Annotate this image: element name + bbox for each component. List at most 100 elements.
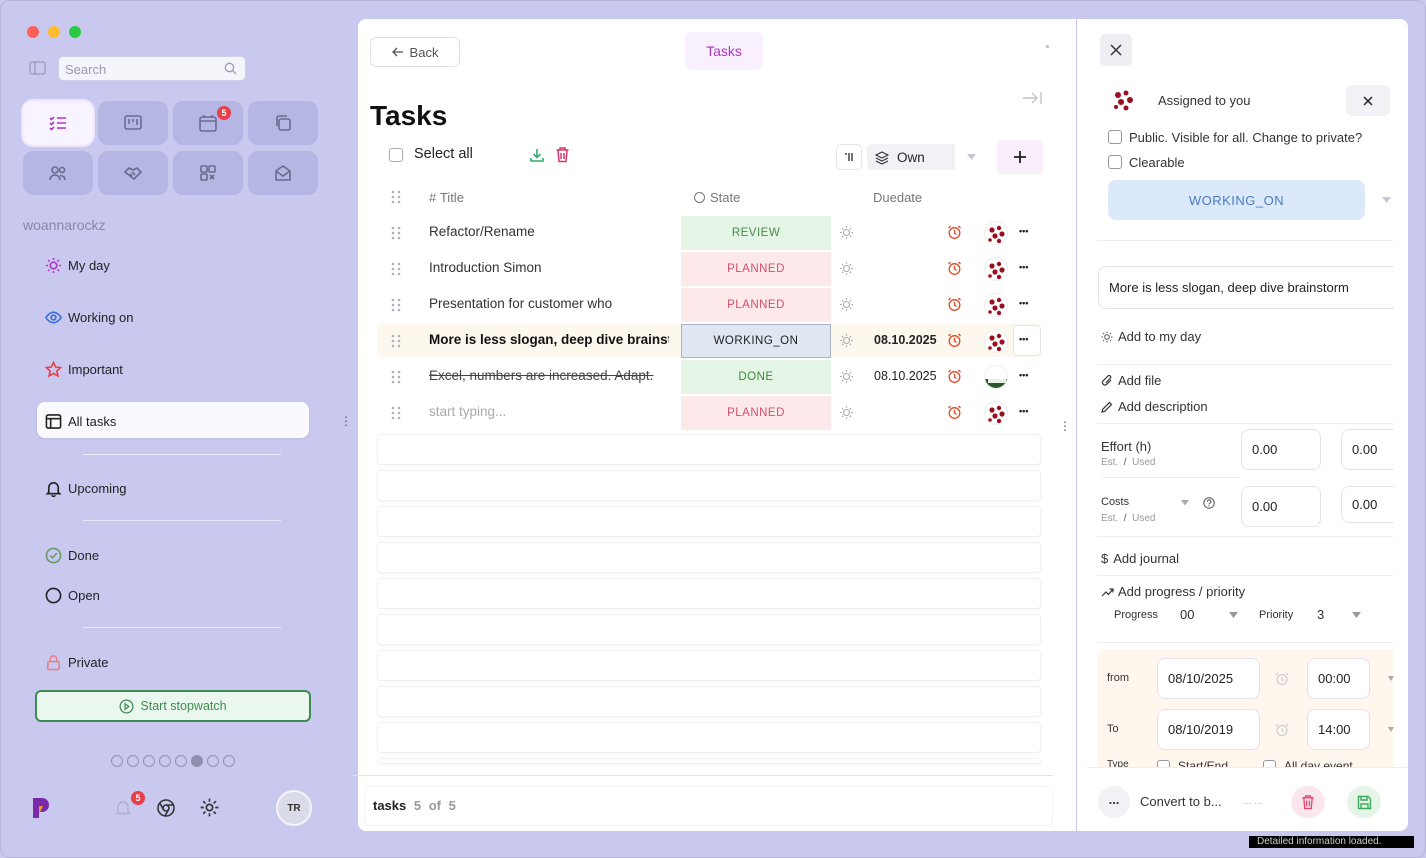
- chevron-down-icon[interactable]: [1382, 197, 1391, 204]
- more-options-button[interactable]: ...: [1098, 786, 1130, 818]
- browser-icon[interactable]: [156, 798, 176, 818]
- page-dot[interactable]: [223, 755, 235, 767]
- my-day-sun-icon[interactable]: [839, 261, 854, 276]
- assignee-avatar[interactable]: [984, 401, 1008, 425]
- help-circle-icon[interactable]: [1203, 497, 1215, 509]
- task-title-cell[interactable]: More is less slogan, deep dive brainstor…: [429, 332, 669, 347]
- my-day-sun-icon[interactable]: [839, 225, 854, 240]
- page-dot[interactable]: [127, 755, 139, 767]
- user-avatar[interactable]: TR: [276, 790, 312, 826]
- page-dot[interactable]: [175, 755, 187, 767]
- add-progress-button[interactable]: Add progress / priority: [1101, 584, 1245, 599]
- row-more-options-icon[interactable]: •••: [1019, 262, 1029, 272]
- alarm-clock-icon[interactable]: [1275, 723, 1289, 737]
- row-more-options-icon[interactable]: •••: [1019, 298, 1029, 308]
- nav-all-tasks-highlight[interactable]: [37, 402, 309, 438]
- filter-dropdown[interactable]: Own: [867, 144, 987, 170]
- inbox-view-button[interactable]: [248, 151, 318, 195]
- my-day-sun-icon[interactable]: [839, 369, 854, 384]
- task-state-badge[interactable]: PLANNED: [681, 252, 831, 286]
- assignee-avatar[interactable]: [984, 293, 1008, 317]
- tab-tasks[interactable]: Tasks: [685, 32, 763, 70]
- chevron-down-icon[interactable]: [1388, 676, 1394, 682]
- alarm-clock-icon[interactable]: [947, 297, 962, 312]
- task-title-cell[interactable]: Refactor/Rename: [429, 224, 535, 239]
- add-journal-button[interactable]: $ Add journal: [1101, 551, 1179, 566]
- minimize-window-button[interactable]: [48, 26, 60, 38]
- delete-task-button[interactable]: [1291, 786, 1325, 818]
- my-day-sun-icon[interactable]: [839, 297, 854, 312]
- task-state-badge[interactable]: PLANNED: [681, 288, 831, 322]
- to-date-input[interactable]: 08/10/2019: [1157, 709, 1260, 750]
- add-to-my-day-button[interactable]: Add to my day: [1101, 329, 1201, 344]
- row-more-options-button[interactable]: [1013, 325, 1041, 356]
- drag-handle-icon[interactable]: [390, 334, 402, 348]
- page-dot[interactable]: [143, 755, 155, 767]
- copy-view-button[interactable]: [248, 101, 318, 145]
- chevron-down-icon[interactable]: [1229, 612, 1238, 619]
- row-more-options-icon[interactable]: •••: [1019, 334, 1029, 344]
- alarm-clock-icon[interactable]: [947, 225, 962, 240]
- column-duedate-header[interactable]: Duedate: [873, 190, 923, 205]
- convert-to-button[interactable]: Convert to b...: [1140, 794, 1222, 809]
- start-end-checkbox[interactable]: [1157, 760, 1170, 767]
- from-date-input[interactable]: 08/10/2025: [1157, 658, 1260, 699]
- column-toggle-button[interactable]: [836, 144, 862, 170]
- priority-select[interactable]: 3: [1317, 607, 1325, 622]
- nav-upcoming[interactable]: Upcoming: [45, 478, 127, 498]
- drag-handle-icon[interactable]: [390, 298, 402, 312]
- clearable-checkbox[interactable]: [1108, 155, 1122, 169]
- task-duedate[interactable]: 08.10.2025: [874, 333, 937, 347]
- nav-working-on[interactable]: Working on: [45, 307, 134, 327]
- notifications-icon[interactable]: [113, 798, 133, 818]
- download-icon[interactable]: [529, 147, 545, 163]
- drag-handle-icon[interactable]: [390, 262, 402, 276]
- search-input[interactable]: Search: [58, 56, 246, 81]
- assignee-avatar[interactable]: [984, 257, 1008, 281]
- to-time-input[interactable]: 14:00: [1307, 709, 1370, 750]
- deals-view-button[interactable]: [98, 151, 168, 195]
- nav-all-tasks[interactable]: All tasks: [45, 411, 116, 431]
- add-file-button[interactable]: Add file: [1101, 373, 1161, 388]
- task-state-badge[interactable]: WORKING_ON: [681, 324, 831, 358]
- row-more-options-icon[interactable]: •••: [1019, 226, 1029, 236]
- back-button[interactable]: Back: [370, 37, 460, 67]
- assignee-avatar[interactable]: [984, 221, 1008, 245]
- detail-resize-handle[interactable]: ⋮: [1059, 419, 1071, 433]
- from-time-input[interactable]: 00:00: [1307, 658, 1370, 699]
- trash-icon[interactable]: [555, 146, 570, 163]
- nav-done[interactable]: Done: [45, 545, 99, 565]
- task-list-view-button[interactable]: [23, 101, 93, 145]
- chevron-down-icon[interactable]: [1388, 727, 1394, 733]
- my-day-sun-icon[interactable]: [839, 333, 854, 348]
- nav-private[interactable]: Private: [45, 652, 108, 672]
- drag-handle-icon[interactable]: [390, 226, 402, 240]
- effort-est-input[interactable]: 0.00: [1241, 429, 1321, 470]
- task-state-badge[interactable]: PLANNED: [681, 396, 831, 430]
- page-dot-active[interactable]: [191, 755, 203, 767]
- page-dot[interactable]: [111, 755, 123, 767]
- column-title-header[interactable]: # Title: [429, 190, 464, 205]
- my-day-sun-icon[interactable]: [839, 405, 854, 420]
- alarm-clock-icon[interactable]: [947, 333, 962, 348]
- task-duedate[interactable]: 08.10.2025: [874, 369, 937, 383]
- alarm-clock-icon[interactable]: [947, 405, 962, 420]
- page-dot[interactable]: [159, 755, 171, 767]
- task-title-input[interactable]: More is less slogan, deep dive brainstor…: [1098, 266, 1394, 309]
- kanban-view-button[interactable]: [98, 101, 168, 145]
- sidebar-resize-handle[interactable]: ⋮: [340, 414, 352, 428]
- drag-handle-icon[interactable]: [390, 406, 402, 420]
- nav-important[interactable]: Important: [45, 359, 123, 379]
- unassign-button[interactable]: [1346, 85, 1390, 116]
- row-more-options-icon[interactable]: •••: [1019, 406, 1029, 416]
- task-state-badge[interactable]: DONE: [681, 360, 831, 394]
- close-detail-button[interactable]: [1100, 34, 1132, 66]
- alarm-clock-icon[interactable]: [947, 369, 962, 384]
- task-title-cell[interactable]: Presentation for customer who: [429, 296, 613, 311]
- assignee-avatar[interactable]: [984, 365, 1008, 389]
- sidebar-toggle-icon[interactable]: [29, 61, 46, 75]
- costs-est-input[interactable]: 0.00: [1241, 486, 1321, 527]
- task-state-badge[interactable]: REVIEW: [681, 216, 831, 250]
- chevron-down-icon[interactable]: [1352, 612, 1361, 619]
- nav-open[interactable]: Open: [45, 585, 100, 605]
